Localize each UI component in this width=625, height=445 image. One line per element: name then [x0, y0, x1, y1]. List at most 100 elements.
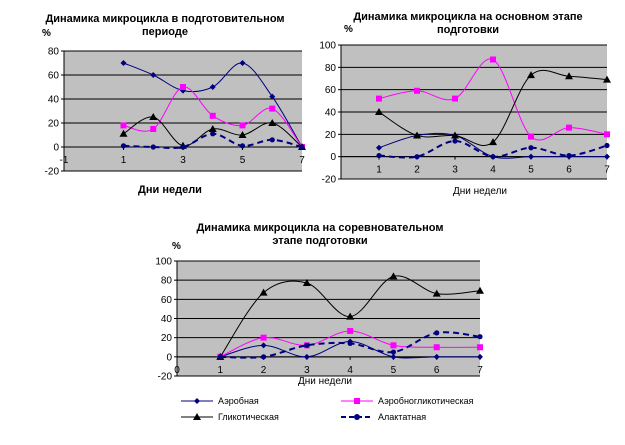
- chart2-series-aeroglyco-point: [528, 133, 534, 140]
- chart3-xtick-label: 4: [347, 365, 353, 376]
- legend-swatch-aerobic: [181, 398, 213, 404]
- chart3-series-aerobic-point: [390, 353, 397, 360]
- chart3-series-aerobic-point: [477, 353, 483, 360]
- chart3-ytick-label: 100: [155, 257, 172, 268]
- chart3-title-line1: Динамика микроцикла на соревновательном: [196, 222, 444, 234]
- chart1-ytick-label: 80: [48, 47, 60, 58]
- chart2-series-aeroglyco-point: [604, 131, 610, 138]
- chart1-series-aerobic-point: [120, 60, 127, 66]
- chart2-series-alactic-point: [452, 138, 458, 144]
- chart2-series-aerobic-point: [604, 153, 610, 160]
- chart1-xtick-label: 7: [299, 155, 305, 166]
- chart1-series-alactic-point: [120, 143, 127, 149]
- legend-swatch-aeroglyco: [341, 398, 373, 404]
- chart2-series-alactic-point: [604, 142, 610, 149]
- chart1-series-aeroglyco-point: [239, 122, 246, 129]
- chart2-series-alactic-point: [490, 154, 496, 160]
- chart3-series-glyco-point: [302, 279, 311, 287]
- chart2-title-line1: Динамика микроцикла на основном этапе: [353, 11, 583, 23]
- chart1-plot-area: [64, 51, 302, 171]
- chart3-series-aeroglyco-point: [477, 344, 483, 351]
- chart1-series-glyco-point: [149, 113, 158, 120]
- chart2-ytick-label: -20: [322, 175, 337, 186]
- chart2-series-glyco-point: [451, 131, 459, 139]
- chart2-ytick-label: 100: [319, 41, 336, 52]
- chart2-ytick-label: 20: [325, 130, 337, 141]
- chart3-series-aerobic-point: [260, 342, 267, 349]
- chart1-series-alactic-point: [150, 144, 156, 150]
- chart3-title-line2: этапе подготовки: [272, 235, 368, 247]
- legend-swatch-alactic: [341, 414, 373, 420]
- legend-swatch-glyco: [181, 413, 213, 420]
- chart3-ytick-label: 80: [161, 276, 173, 287]
- legend-label-aeroglyco: Аэробногликотическая: [378, 396, 474, 406]
- chart1-title-line1: Динамика микроцикла в подготовительном: [45, 13, 285, 25]
- legend-item-aeroglyco: Аэробногликотическая: [340, 394, 474, 408]
- chart1-series-alactic-point: [210, 131, 216, 137]
- chart1-series-alactic-point: [269, 137, 275, 143]
- chart2-series-glyco-point: [375, 108, 383, 115]
- chart3-series-glyco-point: [346, 312, 355, 320]
- chart1-series-aeroglyco-point: [209, 112, 216, 119]
- chart1-series-alactic-point: [299, 144, 305, 150]
- chart2-ytick-label: 40: [325, 108, 337, 119]
- chart1-ytick-label: 0: [53, 143, 59, 154]
- chart3-series-aerobic-point: [303, 353, 310, 360]
- chart3-series-aeroglyco-point: [260, 334, 267, 341]
- chart3-series-alactic-point: [304, 342, 310, 348]
- chart2-series-alactic-point: [566, 152, 572, 159]
- legend-item-aerobic: Аэробная: [180, 394, 259, 408]
- chart2-xtick-label: 4: [490, 165, 496, 176]
- chart1-ytick-label: 60: [48, 71, 60, 82]
- chart2-series-glyco-point: [565, 72, 573, 80]
- chart1-series-aerobic-point: [269, 93, 276, 100]
- legend: Аэробная Аэробногликотическая Гликотичес…: [180, 392, 520, 428]
- chart2-series-alactic-point: [376, 152, 382, 159]
- chart3-xtick-label: 5: [391, 365, 397, 376]
- chart1-series-glyco-point: [268, 119, 277, 126]
- chart2-title-line2: подготовки: [436, 24, 500, 36]
- chart2-xlabel: Дни недели: [452, 186, 507, 197]
- chart2-series-alactic-point: [414, 154, 420, 160]
- chart3-xtick-label: 1: [218, 365, 224, 376]
- chart1-ytick-label: 40: [48, 95, 60, 106]
- chart3-series-aeroglyco-point: [433, 344, 440, 351]
- chart2-ylabel: %: [344, 24, 353, 35]
- chart3-ytick-label: 40: [161, 314, 173, 325]
- chart3-series-alactic-point: [434, 330, 440, 336]
- chart2-title: Динамика микроцикла на основном этапе по…: [318, 11, 618, 37]
- legend-item-alactic: Алактатная: [340, 410, 426, 424]
- chart2-xtick-label: 1: [376, 165, 382, 176]
- chart1-series-glyco-point: [119, 129, 128, 137]
- chart2-series-aeroglyco-point: [414, 87, 420, 94]
- chart1-series-aerobic-point: [239, 60, 246, 66]
- chart2-xtick-label: 5: [528, 165, 534, 176]
- chart2-series-glyco-point: [603, 75, 611, 83]
- chart3-title: Динамика микроцикла на соревновательном …: [150, 222, 490, 248]
- chart1-series-glyco-point: [208, 125, 217, 132]
- chart1-series-alactic-point: [180, 144, 186, 150]
- chart2-xtick-label: 3: [452, 165, 458, 176]
- chart2-ytick-label: 0: [330, 152, 336, 163]
- chart3-xtick-label: 6: [434, 365, 440, 376]
- chart2-xtick-label: 6: [566, 165, 572, 176]
- legend-label-aerobic: Аэробная: [218, 396, 259, 406]
- chart3-series-alactic-point: [347, 340, 353, 347]
- chart1-xtick-label: 5: [240, 155, 246, 166]
- chart3-ytick-label: 0: [166, 352, 172, 363]
- chart3-ylabel: %: [172, 241, 181, 252]
- chart3-series-glyco-point: [476, 286, 484, 294]
- chart3-series-alactic-point: [477, 334, 483, 340]
- chart1-ytick-label: -20: [45, 167, 60, 178]
- chart1-series-glyco-point: [238, 131, 247, 138]
- chart1-series-aerobic-point: [209, 84, 216, 90]
- chart2-xtick-label: 7: [604, 165, 610, 176]
- chart1-series-aeroglyco-point: [269, 105, 276, 112]
- chart3-xlabel: Дни недели: [297, 376, 352, 387]
- chart1-series-aeroglyco-point: [150, 126, 157, 132]
- chart2-series-aeroglyco-point: [452, 95, 458, 102]
- chart2-series-aeroglyco-point: [566, 124, 572, 131]
- chart1-xtick-label: 1: [121, 155, 127, 166]
- legend-item-glyco: Гликотическая: [180, 410, 279, 424]
